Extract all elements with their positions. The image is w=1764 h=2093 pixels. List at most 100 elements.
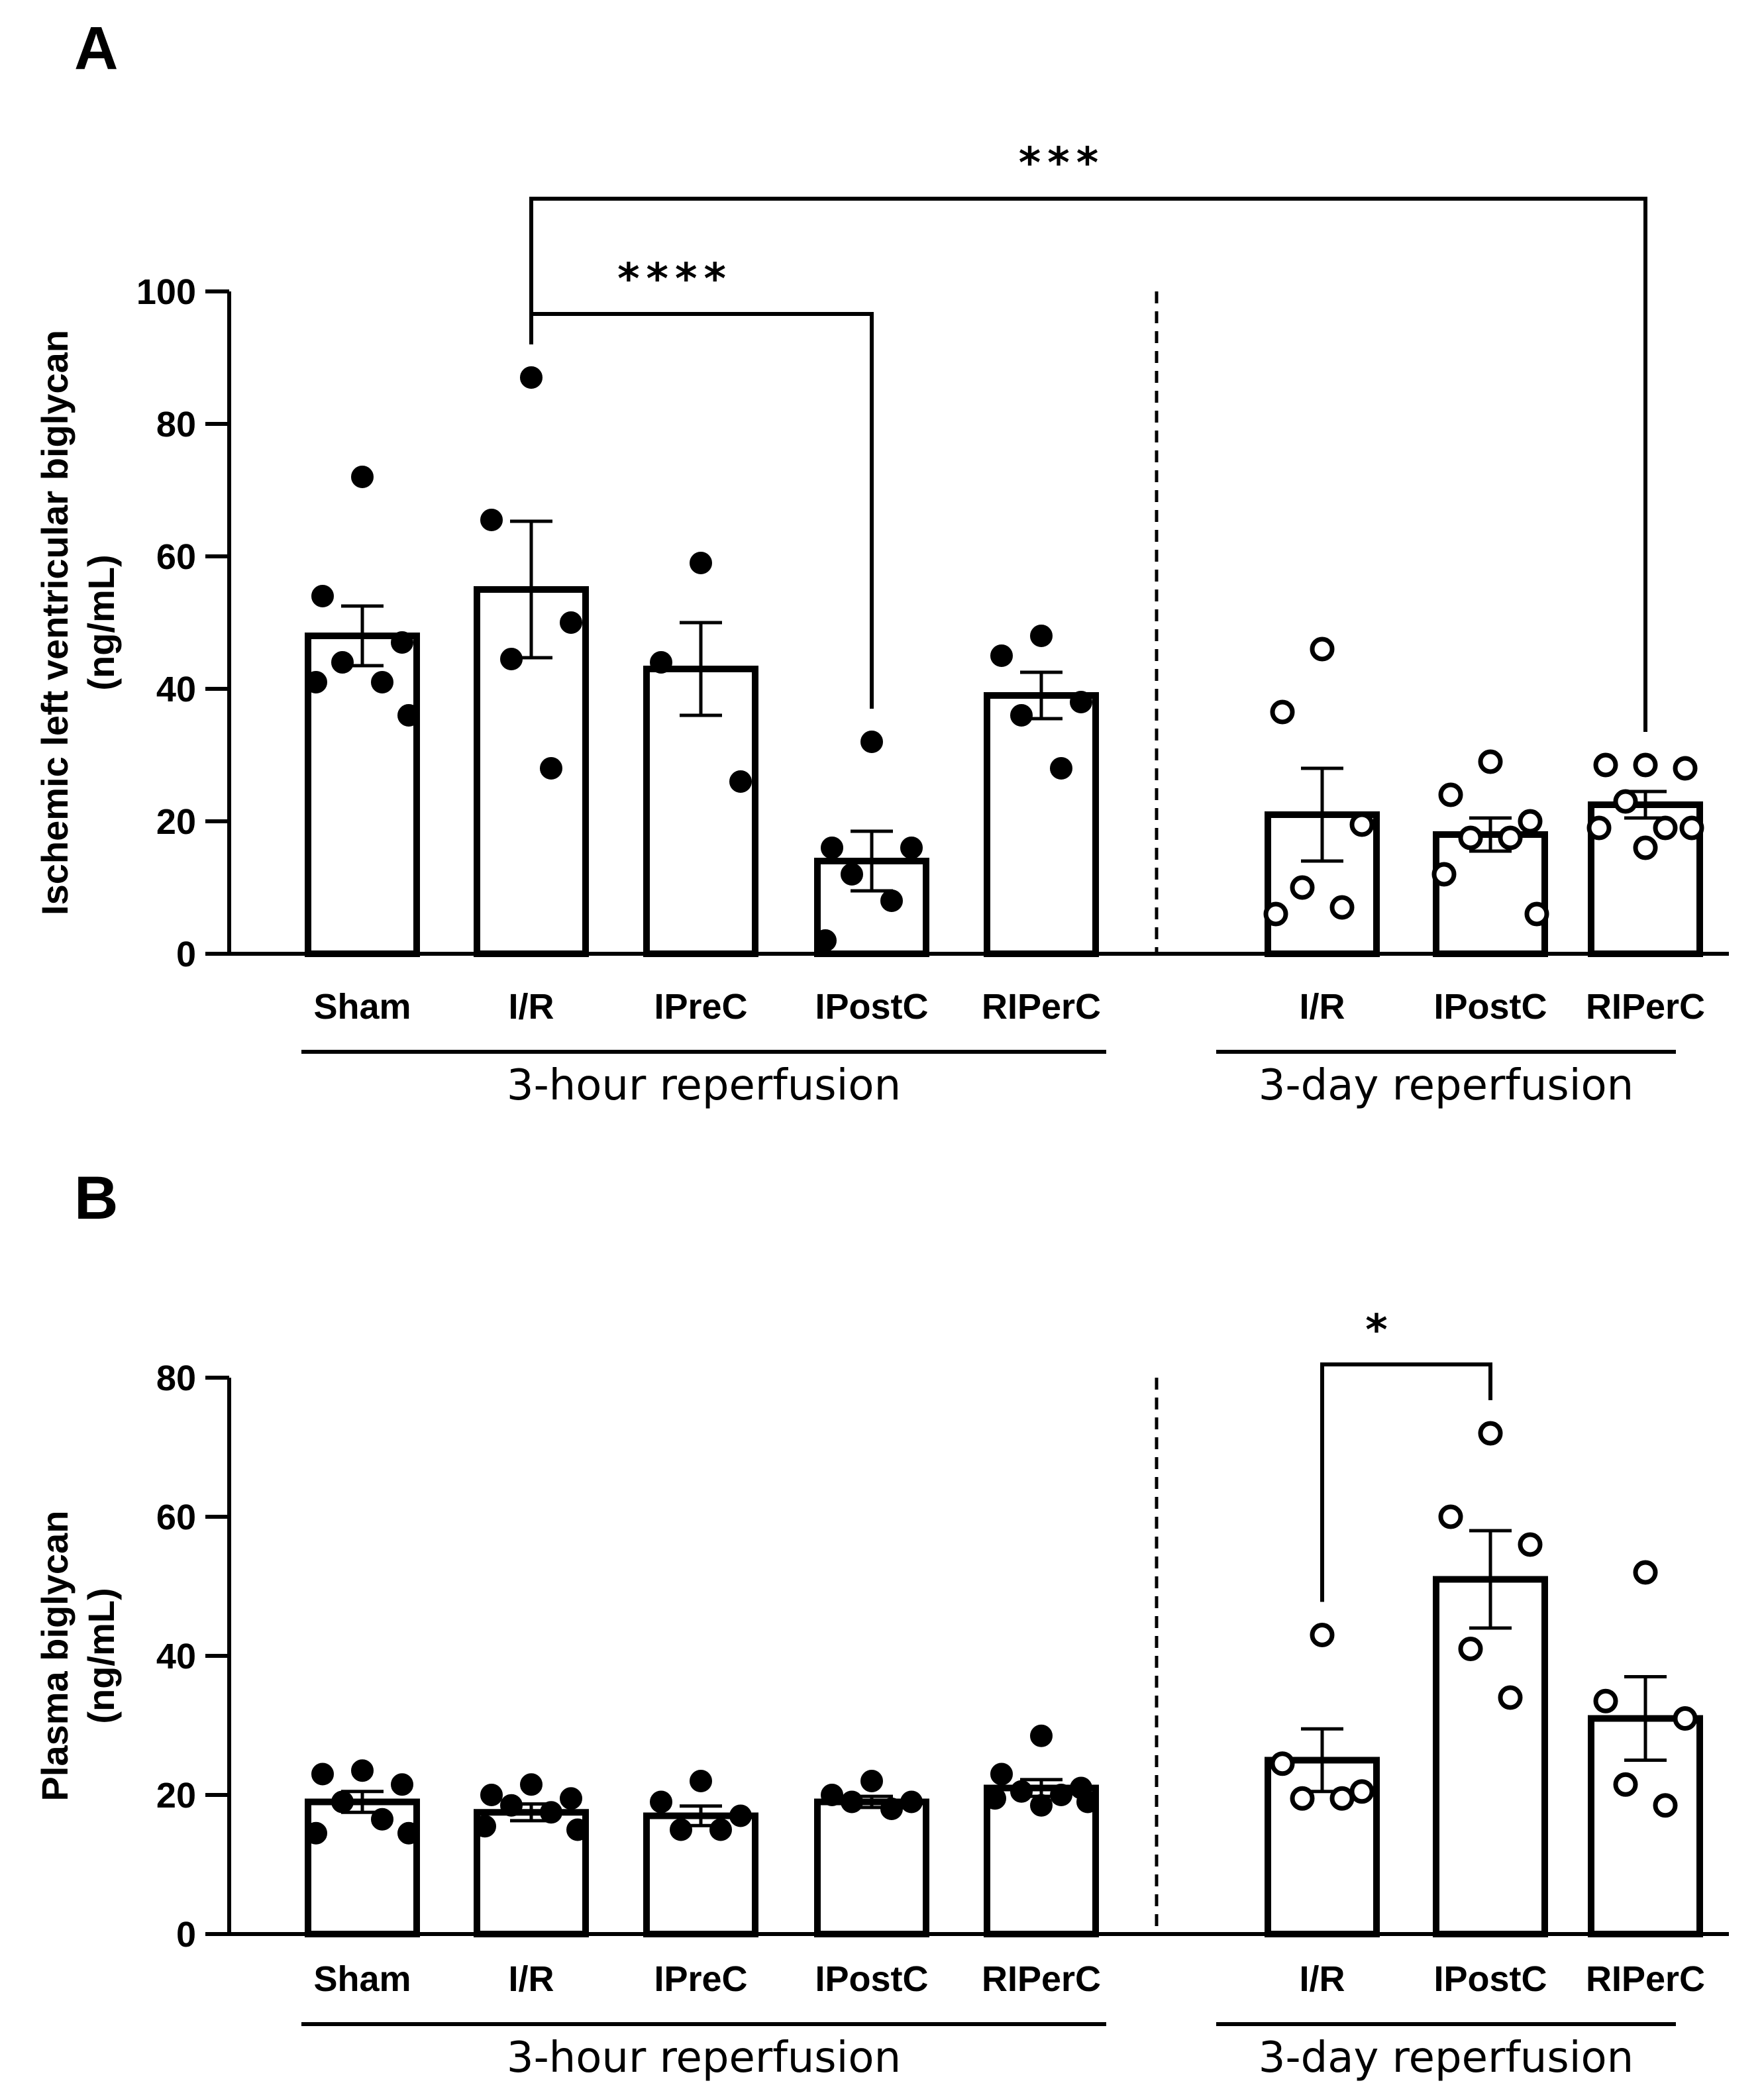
y-axis-unit: (ng/mL) (80, 554, 122, 690)
data-point (1438, 782, 1463, 807)
data-point (1050, 1784, 1072, 1806)
data-point (1270, 699, 1295, 725)
data-point (1349, 812, 1375, 837)
data-point (1673, 756, 1698, 781)
data-point (331, 651, 354, 674)
data-point (1329, 895, 1355, 920)
data-point (1431, 862, 1457, 887)
data-point (1050, 757, 1072, 780)
data-point (1438, 1504, 1463, 1529)
data-point (1633, 1560, 1658, 1585)
data-point (1593, 752, 1618, 778)
data-point (351, 466, 374, 488)
data-point (391, 631, 413, 654)
data-point (690, 1770, 712, 1792)
data-point (1290, 1786, 1315, 1811)
data-point (540, 1801, 562, 1824)
data-point (1030, 1794, 1053, 1817)
data-point (397, 1821, 420, 1845)
data-point (821, 837, 843, 859)
y-tick-label: 60 (156, 1498, 196, 1537)
data-point (984, 1787, 1006, 1810)
data-point (500, 1794, 523, 1817)
category-label: IPostC (815, 1959, 928, 1999)
y-axis-unit: (ng/mL) (80, 1588, 122, 1723)
panel-label-a: A (74, 15, 118, 82)
data-point (305, 671, 327, 693)
data-point (1518, 1532, 1543, 1557)
y-tick-label: 0 (176, 1915, 196, 1955)
data-point (841, 863, 863, 886)
data-point (900, 1790, 923, 1813)
data-point (311, 585, 334, 607)
category-label: IPreC (654, 1959, 747, 1999)
data-point (520, 1773, 543, 1796)
data-point (1010, 704, 1033, 727)
data-point (1673, 1706, 1698, 1731)
data-point (1310, 1623, 1335, 1647)
data-point (1310, 637, 1335, 662)
data-point (729, 770, 752, 793)
data-point (990, 1762, 1013, 1786)
data-point (1290, 875, 1315, 900)
y-tick-label: 80 (156, 1358, 196, 1398)
data-point (1518, 809, 1543, 834)
data-point (474, 1815, 496, 1838)
data-point (540, 757, 562, 780)
data-point (391, 1773, 413, 1796)
data-point (729, 1804, 752, 1827)
data-point (311, 1762, 334, 1786)
data-point (860, 731, 883, 753)
data-point (1613, 789, 1638, 814)
data-point (351, 1759, 374, 1782)
data-point (1478, 749, 1503, 774)
category-label: RIPerC (982, 1959, 1101, 1999)
data-point (1329, 1786, 1355, 1811)
group-label: 3-hour reperfusion (507, 1061, 901, 1110)
data-point (560, 611, 582, 634)
data-point (880, 890, 903, 912)
data-point (1613, 1772, 1638, 1797)
y-axis-title: Ischemic left ventricular biglycan (34, 330, 76, 915)
data-point (1270, 1751, 1295, 1776)
data-point (670, 1818, 692, 1841)
data-point (1498, 1685, 1523, 1710)
data-point (480, 1784, 503, 1806)
data-point (1653, 815, 1678, 841)
data-point (1458, 1637, 1483, 1661)
data-point (480, 509, 503, 531)
data-point (1263, 901, 1288, 927)
group-label: 3-day reperfusion (1259, 2033, 1634, 2082)
y-axis-title: Plasma biglycan (34, 1511, 76, 1802)
data-point (709, 1818, 732, 1841)
y-tick-label: 40 (156, 1637, 196, 1676)
category-label: Sham (313, 1959, 411, 1999)
data-point (1458, 825, 1483, 850)
data-point (1653, 1793, 1678, 1818)
y-tick-label: 80 (156, 405, 196, 444)
y-tick-label: 60 (156, 537, 196, 577)
category-label: IPreC (654, 987, 747, 1027)
data-point (814, 929, 837, 952)
y-tick-label: 40 (156, 670, 196, 709)
bar (984, 692, 1099, 957)
data-point (566, 1818, 589, 1841)
data-point (331, 1790, 354, 1813)
data-point (1010, 1780, 1033, 1803)
data-point (305, 1821, 327, 1845)
data-point (371, 671, 393, 693)
data-point (1633, 835, 1658, 860)
data-point (1478, 1421, 1503, 1446)
data-point (520, 366, 543, 389)
data-point (1679, 815, 1704, 841)
category-label: I/R (1299, 1959, 1345, 1999)
significance-label: *** (1019, 139, 1105, 188)
data-point (500, 648, 523, 670)
data-point (650, 651, 672, 674)
y-tick-label: 100 (136, 272, 196, 312)
data-point (1593, 1688, 1618, 1713)
group-label: 3-hour reperfusion (507, 2033, 901, 2082)
category-label: RIPerC (982, 987, 1101, 1027)
y-tick-label: 20 (156, 1776, 196, 1815)
